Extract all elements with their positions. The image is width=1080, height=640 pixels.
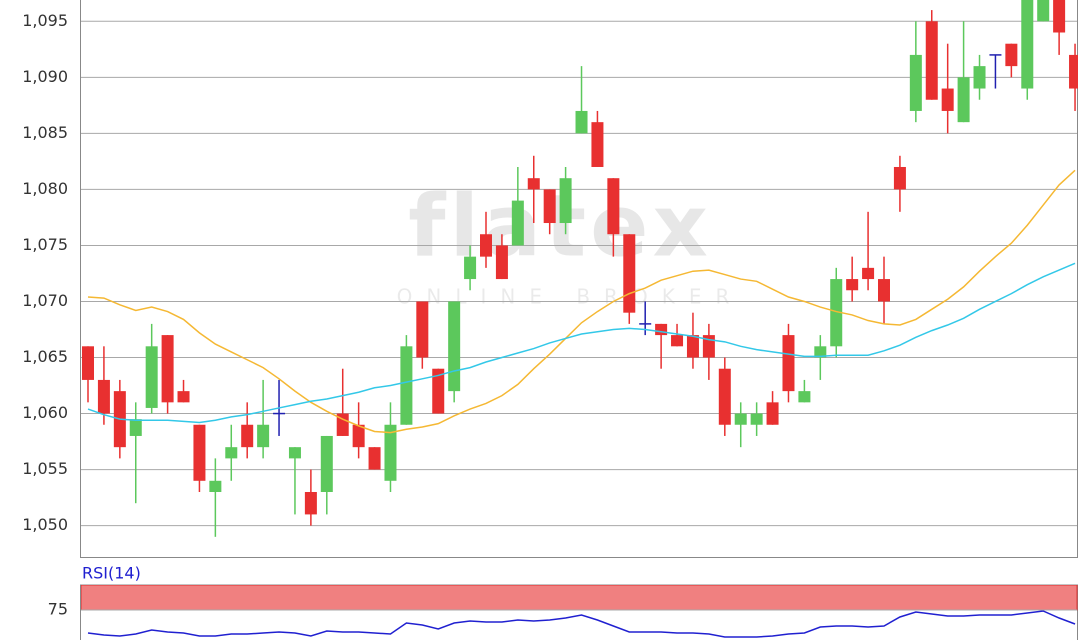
candle-body — [145, 346, 158, 408]
y-tick-label: 1,090 — [22, 67, 68, 86]
candle-body — [782, 335, 795, 392]
candle-body — [798, 391, 811, 403]
candle-body — [686, 335, 699, 358]
candle-body — [209, 480, 222, 492]
candle-body — [320, 435, 333, 492]
candle-body — [225, 447, 238, 459]
y-tick-label: 1,050 — [22, 515, 68, 534]
candle-body — [82, 346, 94, 380]
candle-body — [368, 447, 381, 470]
candle-body — [352, 424, 365, 448]
candle-body — [591, 122, 604, 167]
candle-body — [129, 419, 142, 436]
candle-body — [432, 368, 445, 414]
candles — [82, 0, 1078, 537]
candle-body — [384, 424, 397, 481]
candle-body — [416, 301, 429, 358]
candle-body — [193, 424, 206, 481]
candle-body — [1037, 0, 1050, 22]
rsi-title: RSI(14) — [82, 564, 141, 583]
moving-average-line — [87, 262, 1076, 424]
candle-body — [655, 323, 668, 336]
candle-body — [957, 77, 970, 123]
candle-body — [161, 335, 174, 403]
y-tick-label: 1,070 — [22, 291, 68, 310]
moving-average-line — [87, 169, 1076, 434]
y-tick-label: 1,060 — [22, 403, 68, 422]
candle-body — [846, 279, 859, 291]
candle-body — [862, 267, 875, 280]
candle-body — [941, 88, 954, 111]
candle-body — [575, 110, 588, 134]
y-tick-label: 1,095 — [22, 11, 68, 30]
candle-body — [543, 189, 556, 224]
candle-body — [909, 54, 922, 111]
candle-body — [97, 379, 110, 414]
y-tick-label: 1,085 — [22, 123, 68, 142]
candle-body — [1053, 0, 1066, 33]
candle-body — [241, 424, 254, 448]
candle-body — [750, 413, 763, 425]
candle-body — [766, 402, 779, 425]
candle-body — [814, 346, 827, 358]
y-tick-label: 1,080 — [22, 179, 68, 198]
candle-body — [734, 413, 747, 425]
candle-body — [288, 447, 301, 459]
candle-body — [1021, 0, 1034, 89]
candle-body — [400, 346, 413, 425]
rsi-line — [87, 610, 1076, 638]
y-tick-label: 1,075 — [22, 235, 68, 254]
candle-body — [527, 178, 540, 190]
candle-body — [973, 66, 986, 89]
candle-body — [718, 368, 731, 425]
y-tick-label: 75 — [48, 600, 68, 619]
overbought-band — [81, 585, 1078, 611]
candle-body — [304, 491, 317, 515]
watermark: flatex — [408, 176, 712, 276]
candle-body — [893, 166, 906, 190]
candle-body — [830, 279, 843, 347]
candle-body — [925, 21, 938, 100]
y-tick-label: 1,065 — [22, 347, 68, 366]
candle-body — [257, 424, 270, 448]
candle-body — [336, 413, 349, 436]
candle-body — [464, 256, 477, 280]
candle-body — [607, 178, 620, 235]
candle-body — [495, 245, 508, 280]
candle-body — [480, 234, 492, 257]
y-tick-label: 1,055 — [22, 459, 68, 478]
candle-body — [177, 391, 190, 403]
candle-body — [559, 178, 572, 224]
candle-body — [1005, 43, 1018, 67]
candle-body — [623, 234, 636, 313]
candle-body — [448, 301, 461, 392]
candle-body — [671, 335, 684, 347]
candle-body — [1069, 54, 1078, 89]
candle-body — [878, 279, 890, 302]
candle-body — [511, 200, 524, 246]
